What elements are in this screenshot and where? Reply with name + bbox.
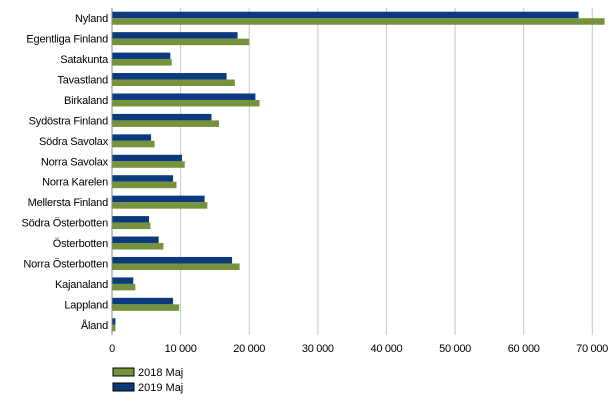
x-tick-label: 40 000 — [371, 343, 403, 355]
x-tick-labels: 0 10 000 20 000 30 000 40 000 50 000 60 000 70 … — [109, 343, 608, 355]
category-label: Norra Österbotten — [23, 258, 108, 270]
bar-2019-11 — [112, 236, 159, 244]
bar-2019-2 — [112, 52, 171, 60]
legend-label: 2019 Maj — [138, 382, 183, 394]
category-label: Birkaland — [64, 95, 108, 107]
legend-swatch-0 — [112, 367, 135, 377]
x-tick-label: 10 000 — [165, 343, 197, 355]
bars — [112, 11, 605, 332]
bar-2019-10 — [112, 216, 150, 223]
bar-2018-5 — [112, 120, 220, 127]
category-label: Österbotten — [53, 238, 108, 250]
category-label: Mellersta Finland — [28, 197, 108, 209]
bar-2018-6 — [112, 140, 155, 148]
x-tick-label: 70 000 — [576, 343, 608, 355]
bar-2018-2 — [112, 59, 172, 66]
bar-2018-7 — [112, 161, 185, 168]
bar-2018-8 — [112, 181, 177, 189]
bar-2018-15 — [112, 324, 116, 332]
category-label: Tavastland — [57, 75, 108, 87]
bar-2018-10 — [112, 222, 151, 230]
bar-2018-1 — [112, 38, 250, 46]
category-label: Egentliga Finland — [26, 34, 108, 46]
bar-2019-4 — [112, 93, 256, 100]
category-label: Sydöstra Finland — [29, 115, 108, 127]
bar-2018-3 — [112, 79, 235, 87]
bar-2019-15 — [112, 318, 116, 325]
bar-2018-14 — [112, 304, 180, 311]
category-label: Södra Österbotten — [22, 218, 109, 230]
category-label: Nyland — [75, 13, 108, 25]
x-tick-label: 20 000 — [233, 343, 265, 355]
bar-2018-13 — [112, 283, 136, 291]
x-tick-label: 0 — [109, 343, 115, 355]
bar-2019-6 — [112, 134, 152, 141]
x-tick-label: 50 000 — [439, 343, 471, 355]
bar-2018-4 — [112, 99, 260, 107]
category-label: Lappland — [64, 299, 108, 311]
category-label: Norra Savolax — [41, 156, 109, 168]
bar-2019-5 — [112, 113, 212, 121]
bar-2018-9 — [112, 202, 208, 209]
category-label: Kajanaland — [55, 279, 108, 291]
bar-2018-11 — [112, 243, 164, 250]
bar-2019-0 — [112, 11, 579, 19]
category-labels: Nyland Egentliga Finland Satakunta Tavastla… — [22, 13, 110, 332]
bar-2019-9 — [112, 195, 205, 203]
bar-2019-1 — [112, 32, 238, 39]
bar-2019-12 — [112, 256, 233, 264]
legend: 2018 Maj 2019 Maj — [112, 367, 183, 394]
bar-2019-8 — [112, 175, 174, 182]
bar-2019-14 — [112, 297, 174, 305]
category-label: Satakunta — [60, 54, 109, 66]
legend-swatch-1 — [112, 382, 135, 392]
bar-2018-12 — [112, 263, 240, 270]
legend-label: 2018 Maj — [138, 367, 183, 379]
category-label: Södra Savolax — [39, 136, 109, 148]
gridlines — [180, 8, 593, 335]
bar-2019-7 — [112, 154, 182, 162]
bar-2018-0 — [112, 18, 605, 25]
category-label: Norra Karelen — [42, 177, 108, 189]
x-tick-label: 60 000 — [508, 343, 540, 355]
bar-2019-3 — [112, 73, 227, 80]
bar-2019-13 — [112, 277, 134, 284]
category-label: Åland — [81, 319, 108, 332]
x-tick-label: 30 000 — [302, 343, 334, 355]
